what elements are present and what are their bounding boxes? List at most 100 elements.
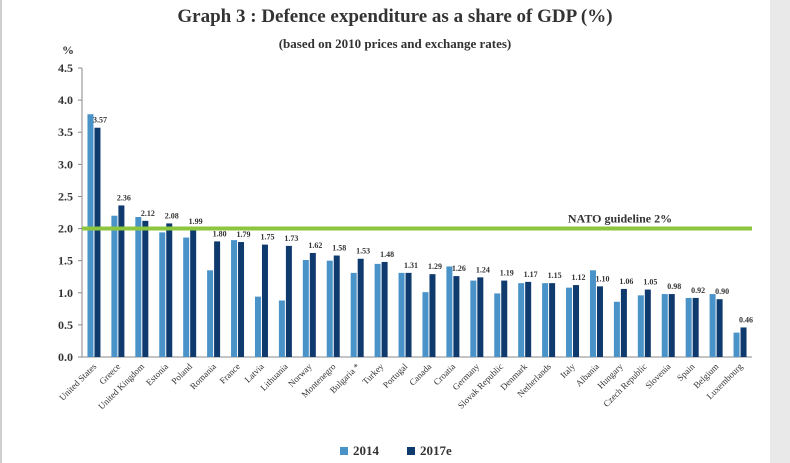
bar-2017e [261,244,268,357]
category-label: Italy [558,361,577,380]
category-label: Estonia [144,361,170,387]
bar-2017e [405,272,412,357]
y-axis-label: % [62,43,74,57]
bar-2014 [326,260,333,357]
bar-2014 [637,295,644,357]
bar-2014 [661,294,668,357]
right-scroll-gutter [770,0,790,463]
data-label: 1.26 [452,264,466,273]
category-label: France [218,361,242,385]
data-label: 2.12 [141,209,155,218]
bar-2017e [333,255,340,357]
bar-2017e [525,281,532,357]
legend-item-2017e: 2017e [407,443,452,459]
bar-2014 [159,232,166,357]
bar-2014 [566,287,573,357]
bar-2017e [118,205,125,357]
category-label: United States [57,361,99,403]
data-label: 1.15 [548,271,562,280]
data-label: 1.31 [404,261,418,270]
y-tick-label: 1.0 [58,286,73,300]
data-label: 1.48 [380,250,394,259]
data-label: 2.36 [117,193,131,202]
bar-2014 [470,280,477,357]
y-tick-label: 3.0 [58,157,73,171]
bar-2017e [381,261,388,357]
data-label: 2.08 [165,211,179,220]
bar-2017e [238,242,245,357]
data-label: 3.57 [93,116,107,125]
bar-2017e [740,327,747,357]
bar-2014 [613,301,620,357]
bar-2014 [422,292,429,357]
bar-2014 [733,332,740,357]
bar-2014 [685,297,692,357]
data-label: 1.58 [332,244,346,253]
bar-2014 [398,272,405,357]
left-frame-border [0,0,2,463]
bar-2014 [446,266,453,357]
category-label: Spain [675,361,697,383]
nato-guideline-label: NATO guideline 2% [568,212,672,226]
bar-2017e [477,277,484,357]
data-label: 1.79 [237,230,251,239]
bar-2014 [254,296,261,357]
bar-2017e [716,299,723,357]
bar-2017e [668,294,675,357]
legend-label-2014: 2014 [353,443,379,458]
data-label: 1.12 [572,273,586,282]
bar-2017e [166,223,173,357]
chart-legend: 2014 2017e [340,443,452,459]
bar-2014 [87,114,94,358]
bar-2014 [183,237,190,357]
data-label: 1.53 [356,247,370,256]
category-label: Romania [188,361,218,391]
category-label: Portugal [381,361,410,390]
bar-2017e [285,245,292,357]
bar-2014 [135,216,142,357]
y-tick-label: 2.5 [58,189,73,203]
chart-subtitle: (based on 2010 prices and exchange rates… [278,36,512,51]
data-label: 0.92 [691,286,705,295]
bar-2014 [494,293,501,357]
y-tick-label: 0.5 [58,318,73,332]
bar-2017e [692,297,699,357]
legend-item-2014: 2014 [340,443,379,459]
bar-2017e [309,252,316,357]
legend-label-2017e: 2017e [420,443,452,458]
legend-swatch-2014 [340,447,348,455]
data-label: 1.10 [595,274,609,283]
bar-2017e [357,258,364,357]
bar-2017e [142,220,149,357]
data-label: 0.90 [715,287,729,296]
legend-swatch-2017e [407,447,415,455]
bar-2014 [374,263,381,357]
bar-2014 [278,300,285,357]
data-label: 1.80 [213,229,227,238]
data-label: 1.62 [308,241,322,250]
y-tick-label: 1.5 [58,254,73,268]
bar-2017e [501,280,508,357]
bar-2014 [302,260,309,357]
bar-2017e [596,286,603,357]
data-label: 1.29 [428,262,442,271]
category-label: Czech Republic [601,361,649,409]
data-label: 1.73 [284,234,298,243]
data-label: 1.19 [500,269,514,278]
data-label: 1.06 [619,277,633,286]
y-tick-label: 4.0 [58,93,73,107]
bar-2017e [573,285,580,357]
bar-2017e [549,283,556,357]
data-label: 1.24 [476,265,490,274]
data-label: 1.05 [643,278,657,287]
bar-2017e [214,241,221,357]
category-label: Slovenia [643,361,672,390]
bar-2017e [429,274,436,357]
y-tick-label: 4.5 [58,61,73,75]
bar-2017e [453,276,460,357]
bar-2017e [94,127,101,357]
y-tick-label: 3.5 [58,125,73,139]
chart-title: Graph 3 : Defence expenditure as a share… [177,6,613,27]
